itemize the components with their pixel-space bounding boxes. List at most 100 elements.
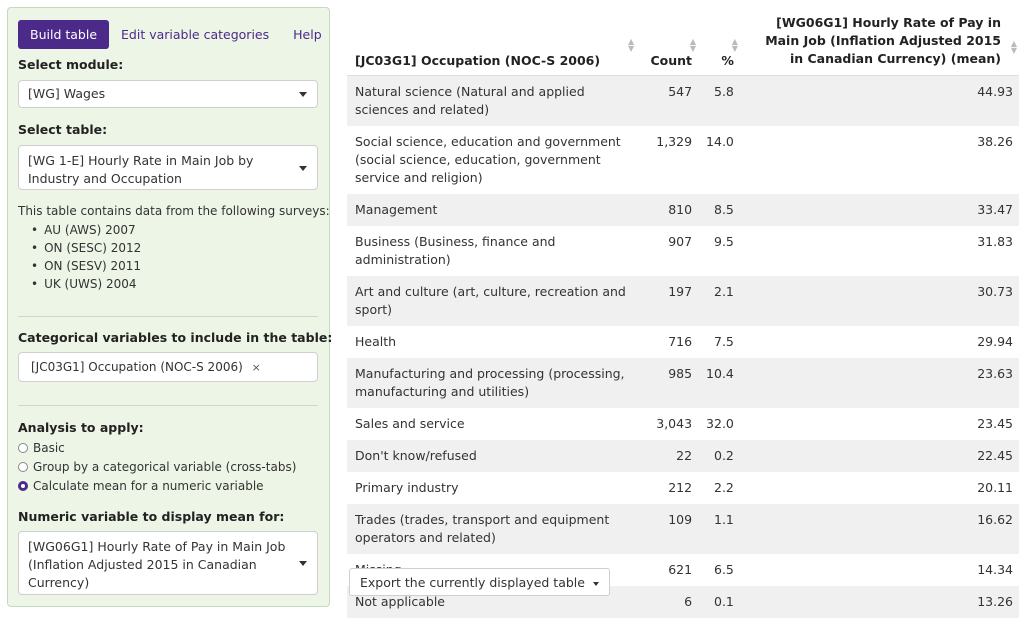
table-row: Art and culture (art, culture, recreatio… — [347, 275, 1019, 326]
table-row: Health 716 7.5 29.94 — [347, 326, 1019, 358]
cell-occupation: Social science, education and government… — [355, 133, 621, 185]
caret-down-icon — [299, 92, 307, 97]
cell-mean: 31.83 — [977, 233, 1013, 249]
caret-down-icon — [299, 165, 307, 171]
cell-occupation: Business (Business, finance and administ… — [355, 233, 556, 267]
cell-count: 810 — [668, 201, 693, 217]
cell-occupation: Natural science (Natural and applied sci… — [355, 83, 585, 117]
cell-mean: 23.63 — [977, 365, 1013, 381]
table-body: Natural science (Natural and applied sci… — [347, 75, 1019, 618]
table-header-row: [JC03G1] Occupation (NOC-S 2006) ▲ ▼ Coun… — [347, 0, 1019, 76]
table-row: Business (Business, finance and administ… — [347, 226, 1019, 276]
survey-list: AU (AWS) 2007 ON (SESC) 2012 ON (SESV) 2… — [18, 221, 330, 293]
survey-info: This table contains data from the follow… — [18, 204, 330, 293]
caret-down-icon — [299, 561, 307, 566]
cell-percent: 32.0 — [706, 415, 734, 431]
table-row: Social science, education and government… — [347, 126, 1019, 194]
survey-info-intro: This table contains data from the follow… — [18, 204, 330, 218]
cell-percent: 0.2 — [714, 447, 734, 463]
cell-percent: 6.5 — [714, 561, 734, 577]
cell-occupation: Primary industry — [355, 479, 459, 495]
survey-item: UK (UWS) 2004 — [31, 275, 330, 293]
survey-item: ON (SESV) 2011 — [31, 257, 330, 275]
header-mean[interactable]: [WG06G1] Hourly Rate of Pay in Main Job … — [739, 0, 1019, 76]
cell-count: 212 — [668, 479, 693, 495]
table-row: Trades (trades, transport and equipment … — [347, 503, 1019, 554]
cell-mean: 44.93 — [977, 83, 1013, 99]
tab-help[interactable]: Help — [293, 26, 322, 42]
survey-item: ON (SESC) 2012 — [31, 239, 330, 257]
table-row: Management 810 8.5 33.47 — [347, 193, 1019, 226]
cell-percent: 8.5 — [714, 201, 734, 217]
cell-count: 109 — [668, 511, 693, 527]
numeric-select-value: [WG06G1] Hourly Rate of Pay in Main Job … — [28, 539, 286, 590]
cell-percent: 7.5 — [714, 333, 734, 349]
cell-percent: 1.1 — [714, 511, 734, 527]
cell-count: 3,043 — [656, 415, 693, 431]
cell-mean: 13.26 — [977, 593, 1013, 609]
results-area: [JC03G1] Occupation (NOC-S 2006) ▲ ▼ Coun… — [347, 0, 1019, 618]
cell-percent: 10.4 — [706, 365, 734, 381]
results-table: [JC03G1] Occupation (NOC-S 2006) ▲ ▼ Coun… — [347, 0, 1019, 618]
cell-count: 716 — [668, 333, 693, 349]
radio-label: Basic — [33, 441, 65, 455]
header-count[interactable]: Count ▲ ▼ — [636, 0, 699, 76]
cell-mean: 14.34 — [977, 561, 1013, 577]
cell-occupation: Trades (trades, transport and equipment … — [355, 511, 610, 545]
radio-selected-icon — [18, 481, 28, 491]
cell-percent: 0.1 — [714, 593, 734, 609]
cell-percent: 14.0 — [706, 133, 734, 149]
cell-occupation: Don't know/refused — [355, 447, 477, 463]
numeric-label: Numeric variable to display mean for: — [18, 509, 285, 524]
module-select[interactable]: [WG] Wages — [18, 80, 318, 108]
divider — [18, 405, 318, 406]
numeric-select[interactable]: [WG06G1] Hourly Rate of Pay in Main Job … — [18, 531, 318, 595]
header-percent-label: % — [721, 52, 734, 68]
cell-count: 197 — [668, 283, 693, 299]
remove-tag-icon[interactable]: × — [251, 361, 261, 374]
sort-arrows-icon: ▲ ▼ — [689, 37, 697, 53]
cell-percent: 2.2 — [714, 479, 734, 495]
survey-item: AU (AWS) 2007 — [31, 221, 330, 239]
table-select[interactable]: [WG 1-E] Hourly Rate in Main Job by Indu… — [18, 145, 318, 190]
tab-edit-variable-categories[interactable]: Edit variable categories — [121, 26, 270, 42]
categorical-label: Categorical variables to include in the … — [18, 330, 333, 345]
tab-build-table[interactable]: Build table — [18, 19, 110, 49]
module-label: Select module: — [18, 57, 124, 72]
export-button[interactable]: Export the currently displayed table — [349, 568, 610, 596]
cell-count: 1,329 — [656, 133, 693, 149]
header-mean-label: [WG06G1] Hourly Rate of Pay in Main Job … — [765, 14, 1001, 66]
export-button-label: Export the currently displayed table — [360, 575, 585, 590]
cell-occupation: Sales and service — [355, 415, 465, 431]
radio-basic[interactable]: Basic — [18, 441, 65, 455]
caret-down-icon — [592, 581, 599, 586]
header-count-label: Count — [650, 52, 693, 68]
cell-mean: 38.26 — [977, 133, 1013, 149]
sort-arrows-icon: ▲ ▼ — [731, 37, 738, 53]
cell-mean: 29.94 — [977, 333, 1013, 349]
cell-percent: 5.8 — [714, 83, 734, 99]
cell-mean: 23.45 — [977, 415, 1013, 431]
table-label: Select table: — [18, 122, 108, 137]
table-row: Natural science (Natural and applied sci… — [347, 75, 1019, 126]
cell-count: 6 — [684, 593, 693, 609]
module-select-value: [WG] Wages — [28, 86, 106, 101]
sort-arrows-icon: ▲ ▼ — [1010, 39, 1017, 55]
radio-icon — [18, 443, 28, 453]
cell-percent: 9.5 — [714, 233, 734, 249]
header-occupation[interactable]: [JC03G1] Occupation (NOC-S 2006) ▲ ▼ — [347, 0, 637, 76]
categorical-select[interactable]: [JC03G1] Occupation (NOC-S 2006) × — [18, 352, 318, 382]
sort-arrows-icon: ▲ ▼ — [627, 37, 635, 53]
radio-cross-tabs[interactable]: Group by a categorical variable (cross-t… — [18, 460, 296, 474]
categorical-tag-label: [JC03G1] Occupation (NOC-S 2006) — [31, 360, 243, 374]
table-select-value: [WG 1-E] Hourly Rate in Main Job by Indu… — [28, 153, 254, 186]
tab-bar: Build table Edit variable categories Hel… — [18, 19, 334, 49]
cell-occupation: Health — [355, 333, 397, 349]
cell-mean: 16.62 — [977, 511, 1013, 527]
radio-mean[interactable]: Calculate mean for a numeric variable — [18, 479, 264, 493]
radio-label: Group by a categorical variable (cross-t… — [33, 460, 297, 474]
table-row: Don't know/refused 22 0.2 22.45 — [347, 439, 1019, 472]
header-percent[interactable]: % ▲ ▼ — [698, 0, 740, 76]
table-row: Sales and service 3,043 32.0 23.45 — [347, 408, 1019, 440]
cell-mean: 30.73 — [977, 283, 1013, 299]
